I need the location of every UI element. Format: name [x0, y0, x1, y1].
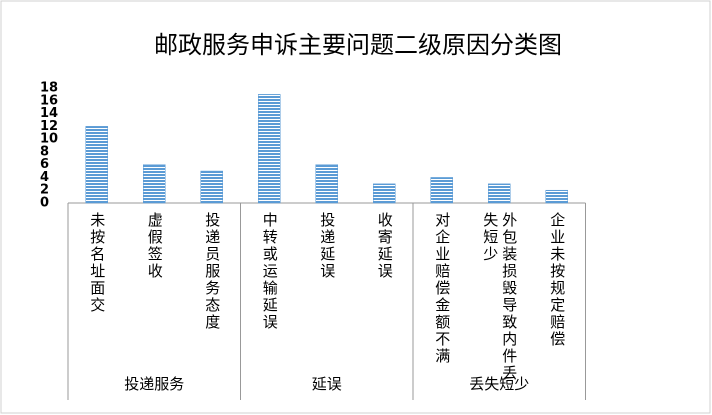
- group-label: 丢失短少: [469, 375, 530, 393]
- x-tick-label: 收寄延误: [375, 212, 394, 280]
- x-tick-label: 企业未按规定赔偿: [548, 212, 567, 348]
- y-tick-label: 18: [40, 81, 58, 96]
- y-tick-label: 0: [40, 196, 49, 211]
- bar: [488, 183, 511, 204]
- bar: [85, 126, 108, 204]
- bar: [430, 177, 453, 204]
- chart-title: 邮政服务申诉主要问题二级原因分类图: [154, 31, 562, 59]
- bar: [373, 183, 396, 204]
- x-tick-label: 对企业赔偿金额不满: [433, 212, 452, 365]
- x-tick-label: 投递延误: [318, 212, 337, 280]
- x-tick-label: 外包装损毁导致内件丢失短少: [481, 212, 519, 382]
- y-tick-label: 6: [40, 157, 49, 172]
- bar: [315, 164, 338, 204]
- group-label: 延误: [311, 375, 342, 393]
- bar: [200, 170, 223, 204]
- bar: [258, 94, 281, 204]
- bar: [545, 189, 568, 204]
- x-tick-label: 中转或运输延误: [260, 212, 279, 331]
- y-tick-label: 14: [40, 106, 58, 121]
- x-tick-label: 虚假签收: [145, 212, 164, 280]
- y-tick-label: 10: [40, 132, 58, 147]
- y-tick-label: 2: [40, 183, 49, 198]
- y-tick-label: 16: [40, 93, 58, 108]
- y-tick-label: 12: [40, 119, 58, 134]
- y-tick-label: 4: [40, 170, 49, 185]
- group-label: 投递服务: [124, 375, 185, 393]
- y-tick-label: 8: [40, 144, 49, 159]
- bar: [143, 164, 166, 204]
- x-tick-label: 未按名址面交: [88, 212, 107, 314]
- x-tick-label: 投递员服务态度: [203, 212, 222, 331]
